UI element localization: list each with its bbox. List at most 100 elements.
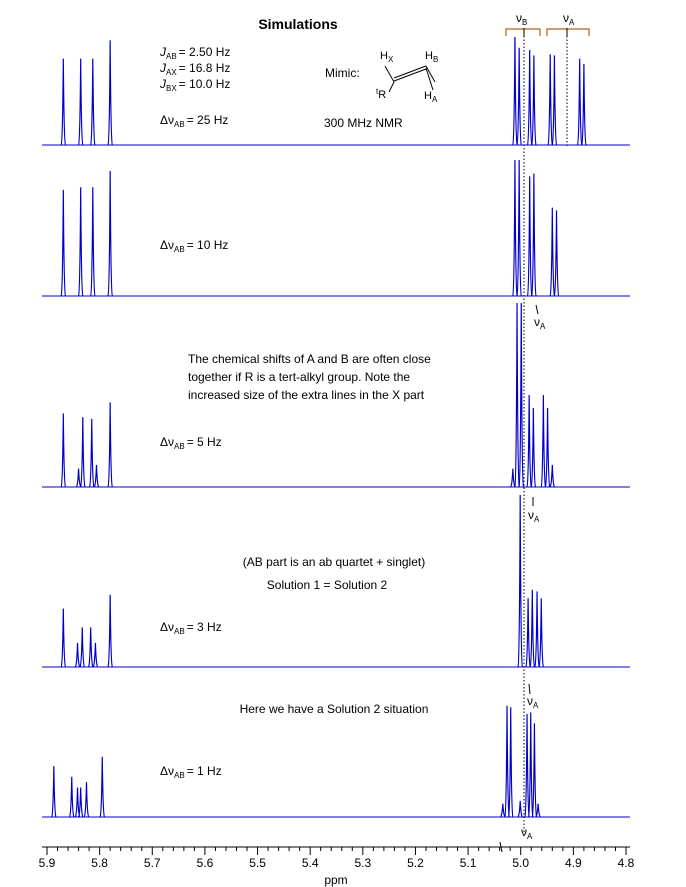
x-tick-label: 5.7: [144, 856, 161, 870]
peak: [83, 782, 90, 818]
j-ab-label: JAB = 2.50 Hz: [159, 45, 230, 61]
tbu-label: tR: [376, 87, 386, 101]
dnu-label-5: ΔνAB = 1 Hz: [160, 764, 222, 780]
peak: [517, 494, 523, 668]
svg-text:νA: νA: [521, 825, 533, 841]
peak: [92, 642, 99, 668]
spectrum-trace-1: [42, 36, 630, 146]
x-tick-label: 5.2: [407, 856, 424, 870]
peak: [60, 608, 67, 668]
nmr-frequency-label: 300 MHz NMR: [324, 116, 403, 130]
dnu-label-4: ΔνAB = 3 Hz: [160, 620, 222, 636]
spectrum-trace-3: [42, 302, 630, 488]
svg-text:νA: νA: [527, 694, 539, 710]
peak: [77, 58, 84, 146]
peak: [531, 55, 537, 146]
peak: [526, 394, 532, 488]
nu-a-bracket: [546, 28, 590, 36]
note-ab-quartet: (AB part is an ab quartet + singlet): [243, 555, 425, 569]
nu-a-callout-bottom: νA: [499, 825, 533, 853]
peak: [551, 55, 558, 146]
peak: [88, 418, 95, 488]
nu-a-label: νA: [563, 11, 575, 27]
overlay-group: Simulations JAB = 2.50 Hz JAX = 16.8 Hz JB…: [39, 11, 635, 887]
peak: [530, 407, 537, 488]
note-line-1: The chemical shifts of A and B are often…: [188, 352, 431, 366]
j-bx-label: JBX = 10.0 Hz: [159, 77, 230, 93]
peak: [60, 413, 67, 488]
peak: [93, 464, 100, 488]
peak: [79, 627, 86, 668]
peak: [60, 58, 67, 146]
peak: [549, 464, 556, 488]
peak: [540, 394, 547, 488]
peak: [531, 723, 538, 818]
peak: [510, 468, 516, 488]
peak: [549, 207, 556, 297]
x-tick-label: 5.9: [39, 856, 56, 870]
peak: [90, 58, 96, 146]
dnu-label-2: ΔνAB = 10 Hz: [160, 238, 228, 254]
note-line-3: increased size of the extra lines in the…: [188, 388, 425, 402]
nu-a-callout-5: νA: [527, 683, 539, 710]
peak: [107, 594, 113, 668]
peak: [107, 40, 113, 146]
x-tick-label: 5.8: [91, 856, 108, 870]
peak: [547, 54, 553, 146]
peak: [527, 712, 534, 818]
peak: [553, 210, 560, 297]
vinyl-structure: [384, 65, 436, 93]
x-axis-ticks: 5.9 5.8 5.7 5.6 5.5 5.4 5.3 5.2 5.1 5.0 4.9 4.8: [39, 847, 635, 870]
peak: [512, 159, 518, 297]
x-tick-label: 4.9: [565, 856, 582, 870]
spectra-group: [42, 36, 630, 818]
mimic-label: Mimic:: [325, 66, 360, 80]
nu-b-label: νB: [516, 11, 527, 27]
peak: [514, 302, 520, 488]
peak: [544, 407, 551, 488]
chart-title: Simulations: [258, 16, 338, 32]
peak: [526, 49, 533, 146]
peak: [51, 766, 57, 818]
nu-a-callout-4: νA: [528, 497, 540, 524]
peak: [74, 642, 81, 668]
peak: [535, 803, 541, 818]
hb-label: HB: [425, 50, 438, 64]
peak: [516, 47, 522, 146]
x-tick-label: 5.5: [249, 856, 266, 870]
note-line-2: together if R is a tert-alkyl group. Not…: [188, 370, 410, 384]
x-axis-label: ppm: [324, 873, 347, 887]
peak: [77, 787, 84, 818]
x-tick-label: 5.1: [460, 856, 477, 870]
peak: [107, 170, 113, 297]
dnu-label-3: ΔνAB = 5 Hz: [160, 435, 222, 451]
x-tick-label: 5.0: [512, 856, 529, 870]
svg-text:νA: νA: [528, 508, 540, 524]
x-tick-label: 5.6: [197, 856, 214, 870]
peak: [507, 707, 514, 818]
svg-text:νA: νA: [534, 315, 546, 331]
peak: [581, 63, 587, 146]
peak: [576, 58, 583, 146]
peak: [531, 173, 537, 297]
nu-b-bracket: [505, 28, 541, 36]
hx-label: HX: [380, 50, 394, 64]
peak: [90, 187, 96, 297]
peak: [512, 36, 518, 146]
peak: [60, 189, 67, 297]
ha-label: HA: [424, 90, 438, 104]
peak: [500, 803, 506, 818]
j-ax-label: JAX = 16.8 Hz: [159, 61, 230, 77]
note-solutions: Solution 1 = Solution 2: [267, 578, 388, 592]
peak: [517, 800, 523, 818]
spectrum-trace-4: [42, 494, 630, 668]
peak: [525, 598, 531, 668]
peak: [526, 176, 533, 297]
peak: [538, 598, 545, 668]
dnu-label-1: ΔνAB = 25 Hz: [160, 113, 228, 129]
peak: [529, 589, 536, 668]
peak: [518, 302, 525, 488]
spectrum-trace-5: [42, 705, 630, 818]
peak: [504, 705, 510, 818]
peak: [77, 187, 84, 297]
